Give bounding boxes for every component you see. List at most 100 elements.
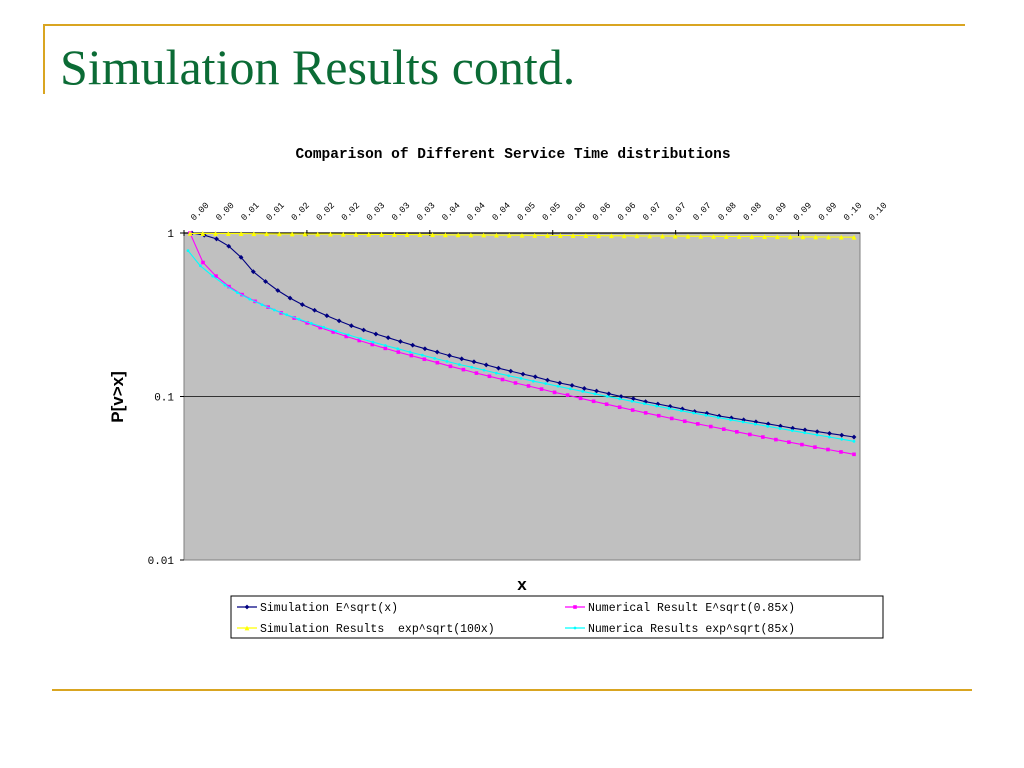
data-point <box>334 329 338 333</box>
data-point <box>557 233 563 238</box>
data-point <box>667 406 671 410</box>
data-point <box>187 230 193 236</box>
data-point <box>483 362 489 368</box>
data-point <box>287 295 293 301</box>
data-point <box>634 233 640 239</box>
x-tick-label: 0.01 <box>239 201 261 223</box>
data-point <box>581 389 585 393</box>
data-point <box>285 313 289 317</box>
data-point <box>214 274 218 278</box>
data-point <box>552 390 557 395</box>
data-point <box>800 442 804 447</box>
data-point <box>568 387 572 391</box>
data-point <box>826 447 830 452</box>
x-tick-label: 0.09 <box>817 201 839 223</box>
data-point <box>839 450 843 454</box>
data-point <box>656 413 661 418</box>
data-point <box>672 233 678 239</box>
data-point <box>186 249 190 253</box>
data-point <box>404 232 410 237</box>
data-point <box>647 233 653 239</box>
data-point <box>520 371 526 377</box>
data-point <box>211 274 215 278</box>
data-point <box>353 231 359 237</box>
data-point <box>315 231 321 237</box>
data-point <box>840 437 844 441</box>
data-point <box>532 232 538 238</box>
data-point <box>297 317 301 321</box>
data-point <box>225 231 231 236</box>
series-1 <box>189 230 857 440</box>
data-point <box>762 234 768 240</box>
data-point <box>275 288 281 293</box>
data-point <box>753 422 757 426</box>
data-point <box>201 260 205 265</box>
data-point <box>593 392 597 396</box>
y-tick-label: 1 <box>167 229 174 241</box>
data-point <box>455 232 461 238</box>
x-tick-label: 0.03 <box>365 201 387 223</box>
data-point <box>336 318 342 324</box>
data-point <box>565 393 570 397</box>
y-tick-label: 0.1 <box>154 393 174 405</box>
x-tick-label: 0.02 <box>340 201 362 223</box>
data-point <box>790 429 794 433</box>
x-tick-label: 0.07 <box>641 201 663 223</box>
data-point <box>322 325 326 329</box>
data-point <box>226 243 232 249</box>
x-tick-label: 0.04 <box>490 201 512 223</box>
data-point <box>420 353 424 357</box>
data-point <box>618 397 622 401</box>
data-point <box>417 232 423 238</box>
data-point <box>366 231 372 237</box>
data-point <box>695 422 700 426</box>
x-tick-label: 0.04 <box>440 201 462 223</box>
data-point <box>813 234 819 240</box>
data-point <box>238 231 244 237</box>
x-tick-label: 0.00 <box>214 201 236 223</box>
data-point <box>735 430 739 434</box>
data-point <box>704 413 708 417</box>
data-point <box>289 231 295 237</box>
data-point <box>591 399 596 404</box>
legend-label: Numerical Result E^sqrt(0.85x) <box>588 602 795 615</box>
y-axis-ticks: 1 0.1 0.01 <box>148 229 184 568</box>
data-point <box>324 313 330 319</box>
data-point <box>630 399 634 403</box>
data-point <box>594 388 599 394</box>
data-point <box>539 387 544 391</box>
data-point <box>410 342 416 348</box>
x-tick-label: 0.08 <box>741 201 763 223</box>
data-point <box>583 233 589 239</box>
data-point <box>248 297 252 301</box>
data-point <box>544 382 548 385</box>
data-point <box>383 346 388 351</box>
data-point <box>682 419 687 424</box>
data-point <box>223 283 227 287</box>
x-tick-label: 0.06 <box>591 201 613 223</box>
data-point <box>276 231 282 237</box>
data-point <box>359 337 363 341</box>
data-point <box>435 360 440 365</box>
data-point <box>238 254 244 260</box>
data-point <box>573 605 577 609</box>
data-point <box>643 411 648 415</box>
legend-entry: Numerica Results exp^sqrt(85x) <box>565 623 795 636</box>
data-point <box>396 350 401 354</box>
data-point <box>344 334 349 339</box>
x-tick-label: 0.09 <box>767 201 789 223</box>
data-point <box>557 380 563 386</box>
legend-label: Simulation E^sqrt(x) <box>260 602 398 615</box>
data-point <box>778 423 783 429</box>
legend: Simulation E^sqrt(x) Numerical Result E^s… <box>237 602 795 636</box>
data-point <box>581 386 587 391</box>
x-tick-label: 0.01 <box>264 201 286 223</box>
data-point <box>716 416 720 419</box>
data-point <box>838 234 844 240</box>
x-tick-label: 0.00 <box>189 201 211 223</box>
data-point <box>244 604 250 610</box>
y-tick-label: 0.01 <box>148 556 175 568</box>
data-point <box>299 302 305 307</box>
x-tick-label: 0.10 <box>842 201 864 223</box>
